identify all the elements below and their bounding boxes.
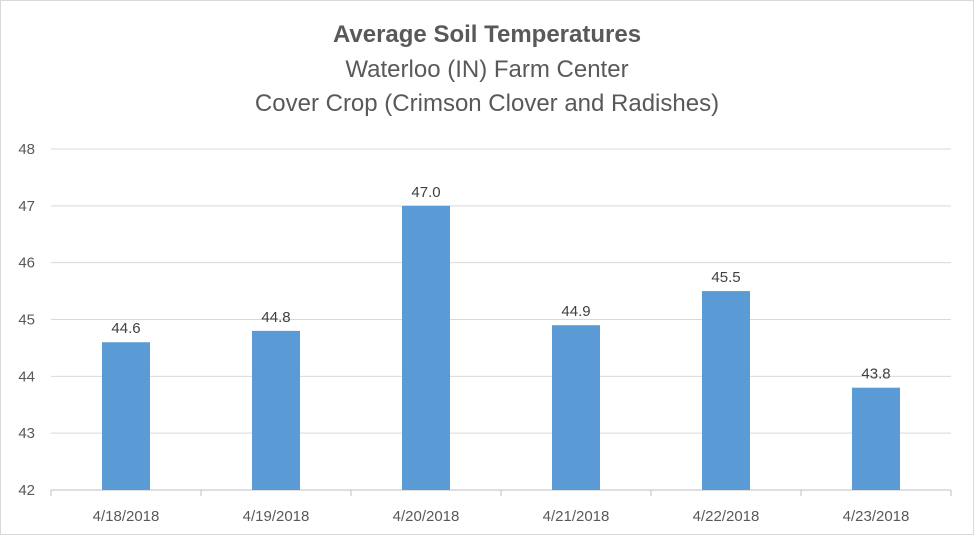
y-tick-label: 47 bbox=[18, 198, 35, 215]
y-tick-label: 44 bbox=[18, 368, 35, 385]
data-label: 44.9 bbox=[561, 303, 590, 320]
bar bbox=[102, 342, 150, 490]
data-label: 44.6 bbox=[111, 320, 140, 337]
gridlines bbox=[50, 148, 952, 496]
chart-titles: Average Soil Temperatures Waterloo (IN) … bbox=[1, 17, 973, 121]
data-label: 43.8 bbox=[861, 366, 890, 383]
bar bbox=[252, 330, 300, 490]
x-tick-label: 4/18/2018 bbox=[93, 508, 160, 525]
x-tick-label: 4/23/2018 bbox=[843, 508, 910, 525]
x-tick-label: 4/19/2018 bbox=[243, 508, 310, 525]
bar bbox=[852, 387, 900, 490]
data-labels: 44.6 44.8 47.0 44.9 45.5 43.8 bbox=[111, 184, 890, 383]
bar bbox=[402, 205, 450, 491]
data-label: 44.8 bbox=[261, 309, 290, 326]
x-tick-label: 4/22/2018 bbox=[693, 508, 760, 525]
y-tick-label: 46 bbox=[18, 255, 35, 272]
y-tick-label: 43 bbox=[18, 425, 35, 442]
y-axis-ticks: 42 43 44 45 46 47 48 bbox=[18, 141, 35, 499]
bar bbox=[702, 291, 750, 490]
x-axis-ticks: 4/18/2018 4/19/2018 4/20/2018 4/21/2018 4/22… bbox=[93, 508, 910, 525]
bar bbox=[552, 325, 600, 490]
chart-title: Average Soil Temperatures bbox=[332, 21, 642, 48]
bars bbox=[102, 205, 900, 491]
data-label: 47.0 bbox=[411, 184, 440, 201]
x-tick-label: 4/20/2018 bbox=[393, 508, 460, 525]
chart-subtitle-line-2: Cover Crop (Crimson Clover and Radishes) bbox=[254, 90, 720, 117]
y-tick-label: 42 bbox=[18, 482, 35, 499]
y-tick-label: 48 bbox=[18, 141, 35, 158]
chart-subtitle-line-1: Waterloo (IN) Farm Center bbox=[345, 56, 629, 83]
y-tick-label: 45 bbox=[18, 312, 35, 329]
data-label: 45.5 bbox=[711, 269, 740, 286]
x-tick-label: 4/21/2018 bbox=[543, 508, 610, 525]
